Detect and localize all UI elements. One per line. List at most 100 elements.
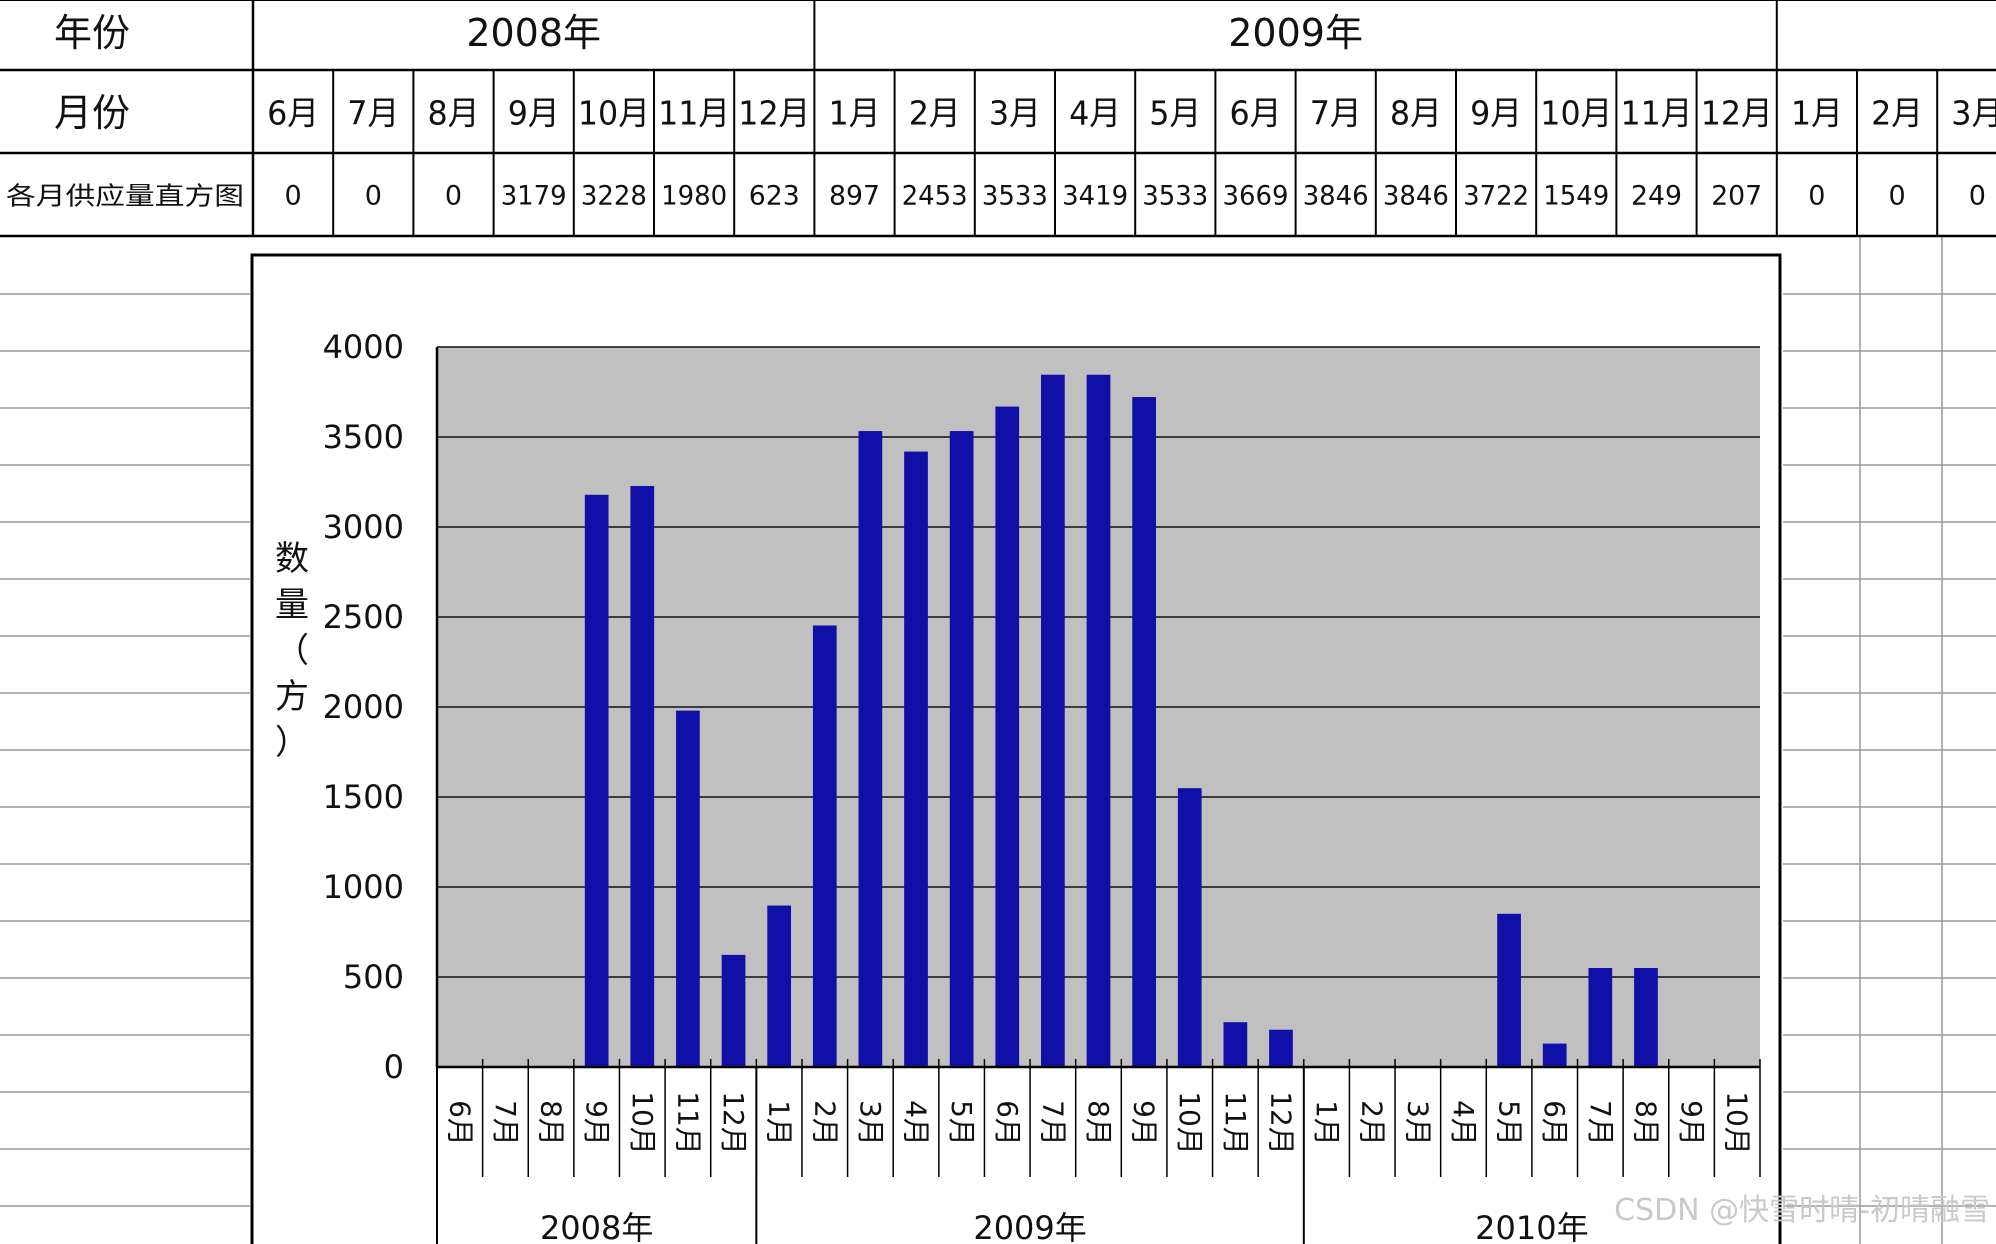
x-tick-label: 4月 [1447,1100,1480,1146]
x-tick-label: 8月 [1082,1100,1115,1146]
y-tick-label: 1500 [323,778,404,816]
month-header: 2月 [1871,94,1923,133]
bar [630,485,655,1068]
x-tick-label: 6月 [1538,1100,1571,1146]
year-group-labels: 2008年 2009年 2010年 [540,1209,1589,1244]
month-header: 10月 [578,94,650,133]
x-tick-label: 1月 [763,1100,796,1146]
table-value-cell: 3179 [501,181,567,212]
year-header: 2009年 [1228,11,1363,55]
bars [584,374,1658,1068]
y-tick-label: 500 [343,958,404,996]
x-tick-label: 7月 [489,1100,522,1146]
y-tick-labels: 0 500 1000 1500 2000 2500 3000 3500 4000 [323,328,404,1086]
x-tick-label: 10月 [1173,1091,1206,1155]
bar [1269,1029,1293,1067]
x-tick-label: 3月 [1401,1100,1434,1146]
month-header: 11月 [1621,94,1693,133]
x-tick-label: 9月 [580,1100,613,1146]
table-value-cell: 3533 [982,181,1048,212]
month-header: 8月 [428,94,480,133]
year-header: 2008年 [466,11,601,55]
bar [949,431,974,1067]
y-axis-title: 数量（方） [275,539,309,763]
x-tick-label: 9月 [1128,1100,1161,1146]
x-tick-label: 10月 [1721,1091,1754,1155]
x-tick-label: 11月 [671,1091,704,1155]
table-value-cell: 0 [1969,181,1986,212]
bar [1132,397,1156,1067]
table-value-cell: 3228 [581,181,647,212]
month-header: 6月 [1230,94,1282,133]
x-tick-labels: 6月 7月 8月 9月 10月 11月 12月 1月 2月 3月 4月 5月 6月 7月 8月 9月 10月 11… [443,1091,1753,1155]
table-value-cell: 3533 [1142,181,1208,212]
month-header: 1月 [1791,94,1843,133]
table-value-cell: 623 [749,181,800,212]
row-label-year: 年份 [54,11,130,55]
bar [676,710,700,1067]
supply-histogram-chart: 0 500 1000 1500 2000 2500 3000 3500 4000 数量（方） 6… [250,253,1782,1244]
x-tick-label: 8月 [1629,1100,1662,1146]
month-header: 11月 [658,94,730,133]
x-tick-label: 2月 [808,1100,841,1146]
table-value-cell: 3669 [1223,181,1289,212]
bar [1497,913,1521,1067]
x-tick-label: 4月 [900,1100,933,1146]
y-tick-label: 1000 [323,868,404,906]
bar [812,625,837,1067]
table-value-cell: 3722 [1463,181,1529,212]
month-header: 7月 [347,94,399,133]
x-tick-label: 6月 [991,1100,1024,1146]
month-header: 4月 [1069,94,1121,133]
bar [904,451,928,1068]
bar [1223,1022,1248,1067]
month-header: 3月 [1951,94,1996,133]
table-value-cell: 0 [445,181,462,212]
x-tick-label: 10月 [626,1091,659,1155]
bar [1588,968,1613,1067]
x-tick-label: 9月 [1675,1100,1708,1146]
bar [1542,1043,1567,1067]
table-value-cell: 0 [365,181,382,212]
bar [1086,374,1111,1068]
y-tick-label: 3000 [323,508,404,546]
table-value-cell: 207 [1711,181,1762,212]
month-header: 12月 [1701,94,1773,133]
month-header: 9月 [1470,94,1522,133]
month-header: 7月 [1310,94,1362,133]
month-header: 9月 [508,94,560,133]
bar [995,406,1020,1068]
spreadsheet-grid-lines [1783,236,1996,1244]
x-tick-label: 7月 [1584,1100,1617,1146]
table-value-cell: 1980 [661,181,727,212]
month-header: 2月 [909,94,961,133]
axes [435,347,1761,1244]
bar [858,431,883,1067]
x-tick-label: 3月 [854,1100,887,1146]
x-tick-label: 1月 [1310,1100,1343,1146]
x-tick-label: 12月 [1264,1091,1297,1155]
table-value-cell: 1549 [1543,181,1609,212]
table-value-cell: 0 [1889,181,1906,212]
bar [721,954,746,1067]
x-tick-label: 2月 [1356,1100,1389,1146]
month-header: 10月 [1540,94,1612,133]
y-tick-label: 2500 [323,598,404,636]
x-tick-label: 6月 [443,1100,476,1146]
bar [1634,968,1658,1067]
bar [1177,788,1202,1067]
table-value-cell: 3846 [1383,181,1449,212]
month-header: 12月 [738,94,810,133]
year-group-label: 2009年 [973,1209,1086,1244]
bar [767,905,792,1067]
y-tick-label: 3500 [323,418,404,456]
x-tick-label: 5月 [1493,1100,1526,1146]
x-tick-label: 8月 [535,1100,568,1146]
month-header: 3月 [989,94,1041,133]
y-tick-label: 4000 [323,328,404,366]
spreadsheet-row-lines [0,293,250,1207]
x-tick-label: 12月 [717,1091,750,1155]
table-value-cell: 249 [1631,181,1682,212]
table-value-cell: 0 [285,181,302,212]
